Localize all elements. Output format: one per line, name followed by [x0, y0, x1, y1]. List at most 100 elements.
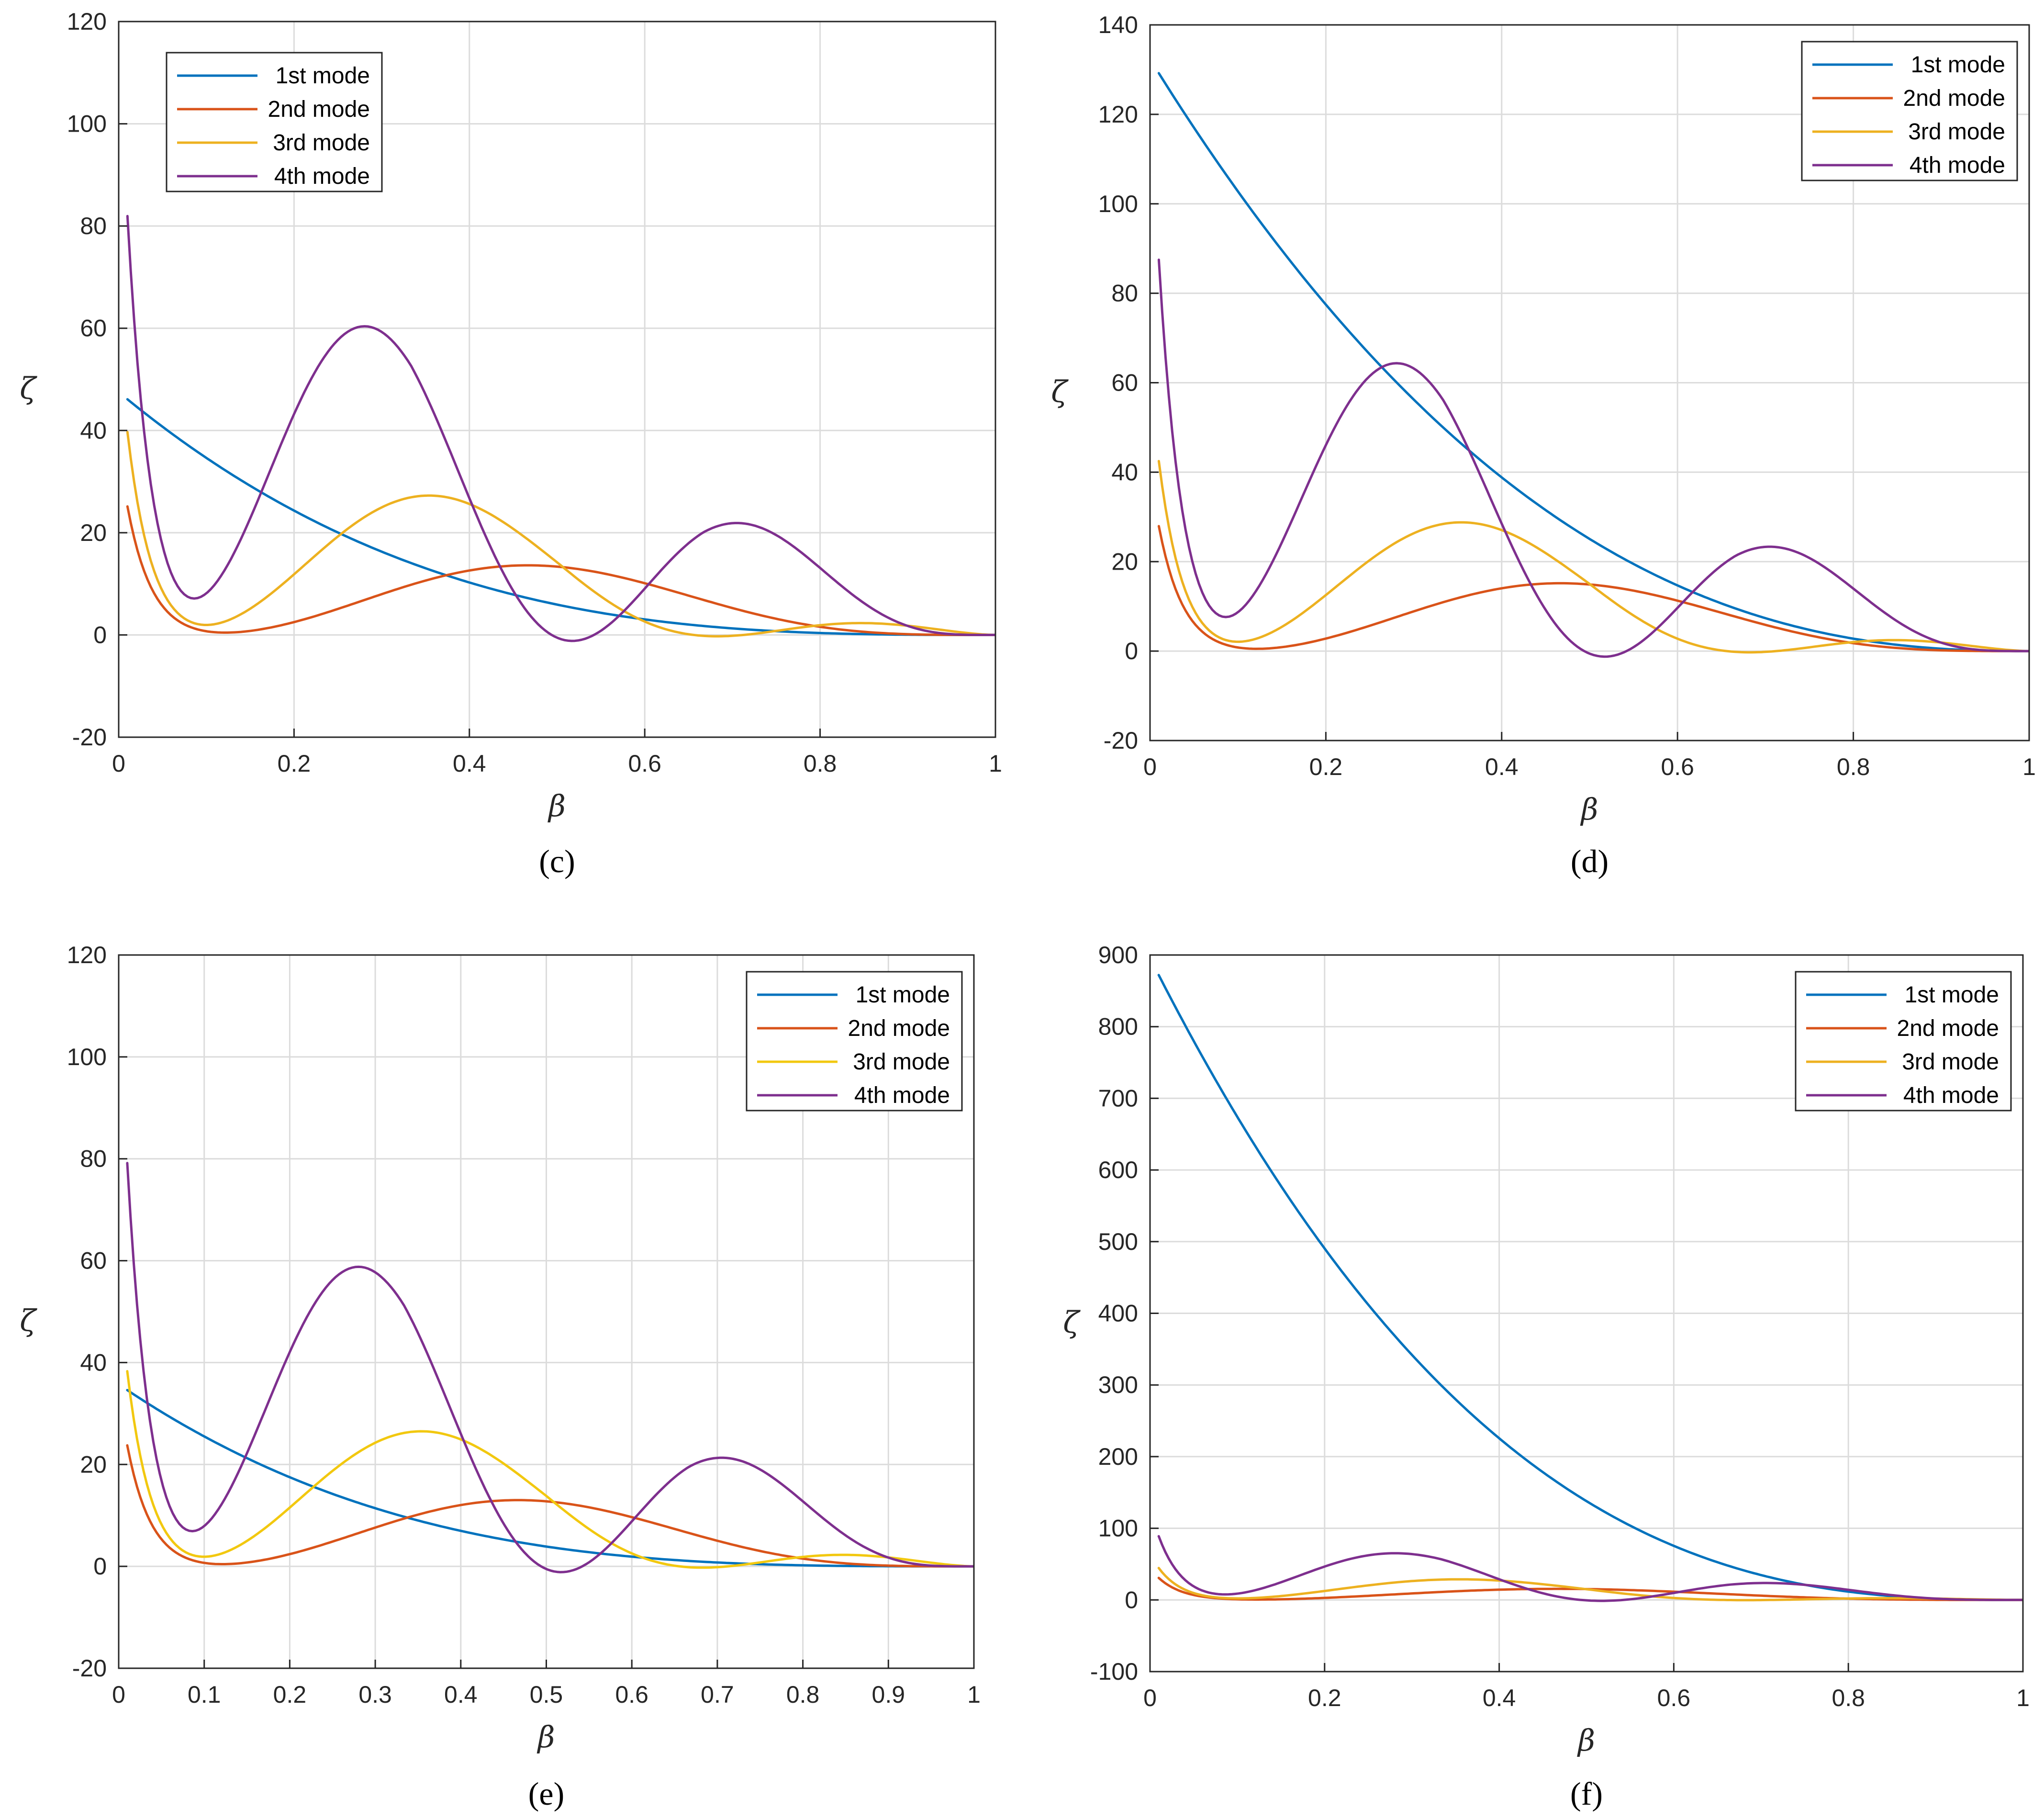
y-tick-label: 100	[67, 1044, 107, 1070]
chart-panel-c: 0 0.2 0.4 0.6 0.8 1-20020406080100120βζ(c)1st…	[20, 8, 1002, 879]
y-tick-label: 900	[1098, 942, 1138, 968]
legend-label-mode-2: 2nd mode	[848, 1016, 950, 1041]
x-tick-label: 0.4	[453, 750, 486, 777]
x-tick-label: 0	[112, 1681, 125, 1708]
y-tick-label: 100	[1098, 191, 1138, 217]
y-axis-label: ζ	[1051, 374, 1069, 409]
x-axis-label: β	[1580, 792, 1598, 827]
legend-label-mode-2: 2nd mode	[1897, 1016, 1999, 1041]
y-tick-label: 40	[80, 417, 107, 444]
legend-label-mode-4: 4th mode	[854, 1083, 950, 1108]
panel-caption: (c)	[539, 843, 575, 879]
x-tick-label: 0.2	[1308, 1685, 1341, 1711]
x-tick-label: 0.9	[872, 1681, 905, 1708]
series-line-mode-4	[126, 1162, 974, 1573]
y-tick-label: -20	[72, 724, 107, 751]
x-tick-label: 0.2	[278, 750, 311, 777]
chart-panel-f: 0 0.2 0.4 0.6 0.8 1-1000100200300400500600700…	[1063, 942, 2030, 1812]
axes-frame	[118, 21, 996, 738]
legend: 1st mode 2nd mode 3rd mode 4th mode	[166, 52, 383, 192]
x-tick-label: 1	[2016, 1685, 2030, 1711]
legend-label-mode-4: 4th mode	[274, 164, 370, 189]
y-tick-label: -20	[1104, 727, 1138, 754]
x-tick-label: 0.6	[615, 1681, 648, 1708]
y-tick-label: 0	[1125, 638, 1138, 664]
x-tick-label: 0.5	[530, 1681, 563, 1708]
y-tick-label: 700	[1098, 1085, 1138, 1112]
x-tick-label: 1	[2022, 753, 2036, 780]
series-line-mode-4	[126, 214, 995, 642]
y-tick-label: 120	[67, 942, 107, 968]
y-tick-label: 800	[1098, 1013, 1138, 1040]
y-tick-label: 60	[1111, 370, 1138, 396]
legend-label-mode-3: 3rd mode	[1902, 1049, 1999, 1075]
panel-caption: (e)	[528, 1775, 564, 1812]
series-line-mode-4	[1157, 1535, 2023, 1602]
series-line-mode-2	[1157, 525, 2029, 652]
legend: 1st mode 2nd mode 3rd mode 4th mode	[1795, 971, 2012, 1112]
x-tick-label: 0	[112, 750, 125, 777]
legend-label-mode-1: 1st mode	[276, 63, 370, 89]
y-tick-label: -100	[1090, 1658, 1138, 1685]
legend: 1st mode 2nd mode 3rd mode 4th mode	[746, 971, 963, 1112]
legend-label-mode-4: 4th mode	[1903, 1083, 1999, 1108]
legend-label-mode-3: 3rd mode	[273, 130, 370, 156]
y-tick-label: 40	[1111, 459, 1138, 485]
series-group	[1157, 974, 2023, 1602]
y-tick-label: 120	[1098, 101, 1138, 128]
y-tick-label: 80	[80, 1146, 107, 1172]
series-line-mode-1	[1157, 974, 2023, 1601]
y-tick-label: 0	[93, 621, 107, 648]
y-tick-label: 80	[1111, 280, 1138, 307]
chart-panel-e: 0 0.1 0.2 0.3 0.4 0.5 0.6 0.7 0.8 0.9 1-2002040608…	[20, 942, 981, 1812]
series-line-mode-4	[1157, 258, 2029, 658]
x-tick-label: 0.3	[358, 1681, 392, 1708]
x-tick-label: 0.2	[273, 1681, 307, 1708]
x-tick-label: 0.6	[628, 750, 661, 777]
x-axis-label: β	[547, 788, 566, 823]
x-tick-label: 0.6	[1661, 753, 1694, 780]
x-tick-label: 0.4	[444, 1681, 478, 1708]
series-line-mode-1	[1157, 72, 2029, 652]
panel-caption: (d)	[1571, 843, 1608, 879]
legend-label-mode-4: 4th mode	[1910, 153, 2005, 178]
x-tick-label: 1	[989, 750, 1002, 777]
x-tick-label: 0.7	[701, 1681, 734, 1708]
x-tick-label: 1	[967, 1681, 981, 1708]
x-tick-label: 0.8	[1837, 753, 1870, 780]
y-tick-label: 0	[1125, 1586, 1138, 1613]
legend-label-mode-1: 1st mode	[856, 982, 950, 1008]
y-tick-label: 60	[80, 1247, 107, 1274]
y-tick-label: 600	[1098, 1157, 1138, 1183]
x-tick-label: 0.1	[188, 1681, 221, 1708]
legend: 1st mode 2nd mode 3rd mode 4th mode	[1801, 41, 2018, 181]
legend-label-mode-2: 2nd mode	[1903, 86, 2006, 111]
y-tick-label: 120	[67, 8, 107, 35]
series-line-mode-3	[126, 431, 995, 638]
x-tick-label: 0.4	[1483, 1685, 1516, 1711]
legend-label-mode-1: 1st mode	[1905, 982, 1999, 1008]
series-group	[126, 214, 995, 642]
x-axis-label: β	[537, 1719, 555, 1754]
y-tick-label: 100	[1098, 1515, 1138, 1542]
y-axis-label: ζ	[20, 1303, 37, 1338]
series-line-mode-2	[126, 1444, 974, 1568]
series-line-mode-3	[1157, 1567, 2023, 1602]
y-tick-label: -20	[72, 1655, 107, 1682]
x-tick-label: 0	[1143, 1685, 1157, 1711]
series-group	[1157, 72, 2029, 658]
y-tick-label: 500	[1098, 1228, 1138, 1255]
y-tick-label: 200	[1098, 1443, 1138, 1470]
legend-label-mode-3: 3rd mode	[1908, 119, 2005, 145]
y-tick-label: 80	[80, 213, 107, 239]
y-tick-label: 60	[80, 315, 107, 342]
y-axis-label: ζ	[20, 371, 37, 406]
chart-panel-d: 0 0.2 0.4 0.6 0.8 1-20020406080100120140βζ(d)…	[1051, 11, 2036, 879]
y-tick-label: 20	[1111, 548, 1138, 575]
x-tick-label: 0.8	[1832, 1685, 1865, 1711]
y-tick-label: 20	[80, 1451, 107, 1478]
x-tick-label: 0	[1143, 753, 1157, 780]
y-tick-label: 100	[67, 111, 107, 137]
series-line-mode-3	[1157, 460, 2029, 654]
